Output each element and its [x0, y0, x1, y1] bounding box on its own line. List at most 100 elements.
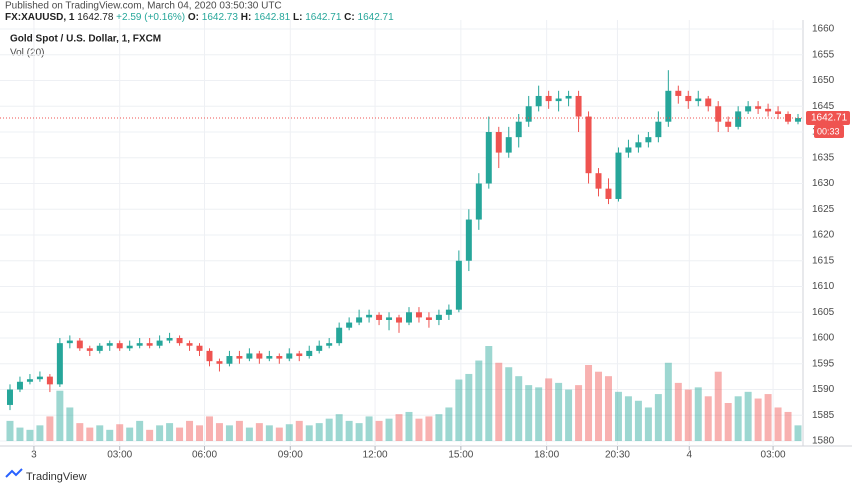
candle-body — [795, 118, 802, 122]
candle-body — [216, 361, 223, 364]
volume-bar — [734, 396, 742, 441]
y-tick-label: 1585 — [812, 410, 835, 421]
y-tick-label: 1645 — [812, 101, 835, 112]
volume-bar — [654, 394, 662, 441]
candle-body — [96, 345, 103, 351]
y-tick-label: 1650 — [812, 75, 835, 86]
volume-bar — [305, 425, 313, 441]
volume-bar — [136, 420, 144, 441]
volume-bar — [96, 425, 104, 441]
volume-bar — [425, 416, 433, 441]
x-tick-label: 20:30 — [605, 450, 630, 461]
y-tick-label: 1630 — [812, 178, 835, 189]
volume-bar — [744, 391, 752, 441]
published-note: Published on TradingView.com, March 04, … — [5, 1, 282, 12]
candle-body — [705, 98, 712, 107]
volume-bar — [465, 373, 473, 441]
candle-body — [455, 260, 462, 310]
candle-body — [605, 188, 612, 199]
volume-bar — [505, 367, 513, 441]
candle-body — [505, 137, 512, 153]
volume-bar — [255, 423, 263, 441]
volume-bar — [674, 382, 682, 441]
candle-body — [475, 183, 482, 220]
candle-body — [366, 314, 373, 318]
candle-body — [755, 106, 762, 109]
volume-bar — [604, 376, 612, 441]
volume-bar — [724, 403, 732, 441]
volume-bar — [395, 414, 403, 441]
candle-body — [425, 317, 432, 320]
candle-body — [186, 343, 193, 346]
volume-bar — [245, 427, 253, 441]
volume-bar — [86, 427, 94, 441]
ohlc-label: C: — [344, 12, 355, 23]
volume-bar — [435, 414, 443, 441]
volume-bar — [754, 398, 762, 441]
volume-bar — [385, 418, 393, 441]
volume-bar — [445, 407, 453, 441]
volume-bar — [794, 425, 802, 441]
candle-body — [675, 90, 682, 96]
y-tick-label: 1625 — [812, 204, 835, 215]
candle-body — [765, 108, 772, 112]
volume-bar — [36, 425, 44, 441]
candle-body — [405, 312, 412, 323]
volume-bar — [714, 371, 722, 441]
y-tick-label: 1605 — [812, 307, 835, 318]
volume-bar — [16, 427, 24, 441]
volume-bar — [116, 424, 124, 441]
y-tick-label: 1595 — [812, 358, 835, 369]
volume-bar — [495, 362, 503, 441]
x-tick-label: 12:00 — [363, 450, 388, 461]
volume-bar — [146, 429, 154, 441]
volume-bar — [6, 420, 14, 441]
candle-body — [695, 98, 702, 102]
candle-body — [615, 152, 622, 199]
candle-body — [745, 106, 752, 112]
volume-bar — [76, 423, 84, 441]
candle-body — [166, 338, 173, 341]
candle-body — [665, 90, 672, 122]
candle-body — [515, 121, 522, 138]
candle-body — [156, 340, 163, 346]
change: +2.59 (+0.16%) — [116, 12, 185, 23]
volume-bar — [704, 396, 712, 441]
candle-body — [575, 95, 582, 117]
symbol-header: FX:XAUUSD, 1 1642.78 +2.59 (+0.16%) O: 1… — [5, 12, 394, 23]
countdown-box — [814, 125, 844, 139]
volume-bar — [774, 407, 782, 441]
ohlc-value: 1642.73 — [202, 12, 239, 23]
candle-body — [376, 314, 383, 320]
candle-body — [735, 111, 742, 127]
y-tick-label: 1615 — [812, 255, 835, 266]
volume-bar — [335, 414, 343, 441]
volume-bar — [265, 425, 273, 441]
volume-bar — [126, 427, 134, 441]
volume-bar — [515, 376, 523, 441]
volume-bar — [355, 423, 363, 441]
candle-body — [336, 327, 343, 344]
volume-bar — [585, 365, 593, 441]
volume-bar — [684, 389, 692, 441]
volume-bar — [455, 379, 463, 441]
candle-body — [595, 173, 602, 189]
volume-bar — [66, 407, 74, 441]
candle-body — [545, 95, 552, 102]
volume-bar — [555, 382, 563, 441]
volume-bar — [166, 423, 174, 441]
x-tick-label: 18:00 — [534, 450, 559, 461]
candle-body — [266, 356, 273, 359]
candle-body — [435, 314, 442, 320]
volume-bar — [545, 378, 553, 441]
candle-body — [126, 345, 133, 349]
price-label: 1642.71 — [811, 113, 848, 124]
ohlc-value: 1642.81 — [254, 12, 291, 23]
ohlc-label: H: — [241, 12, 252, 23]
y-tick-label: 1655 — [812, 49, 835, 60]
volume-bar — [205, 416, 213, 441]
volume-bar — [614, 391, 622, 441]
volume-bar — [375, 420, 383, 441]
